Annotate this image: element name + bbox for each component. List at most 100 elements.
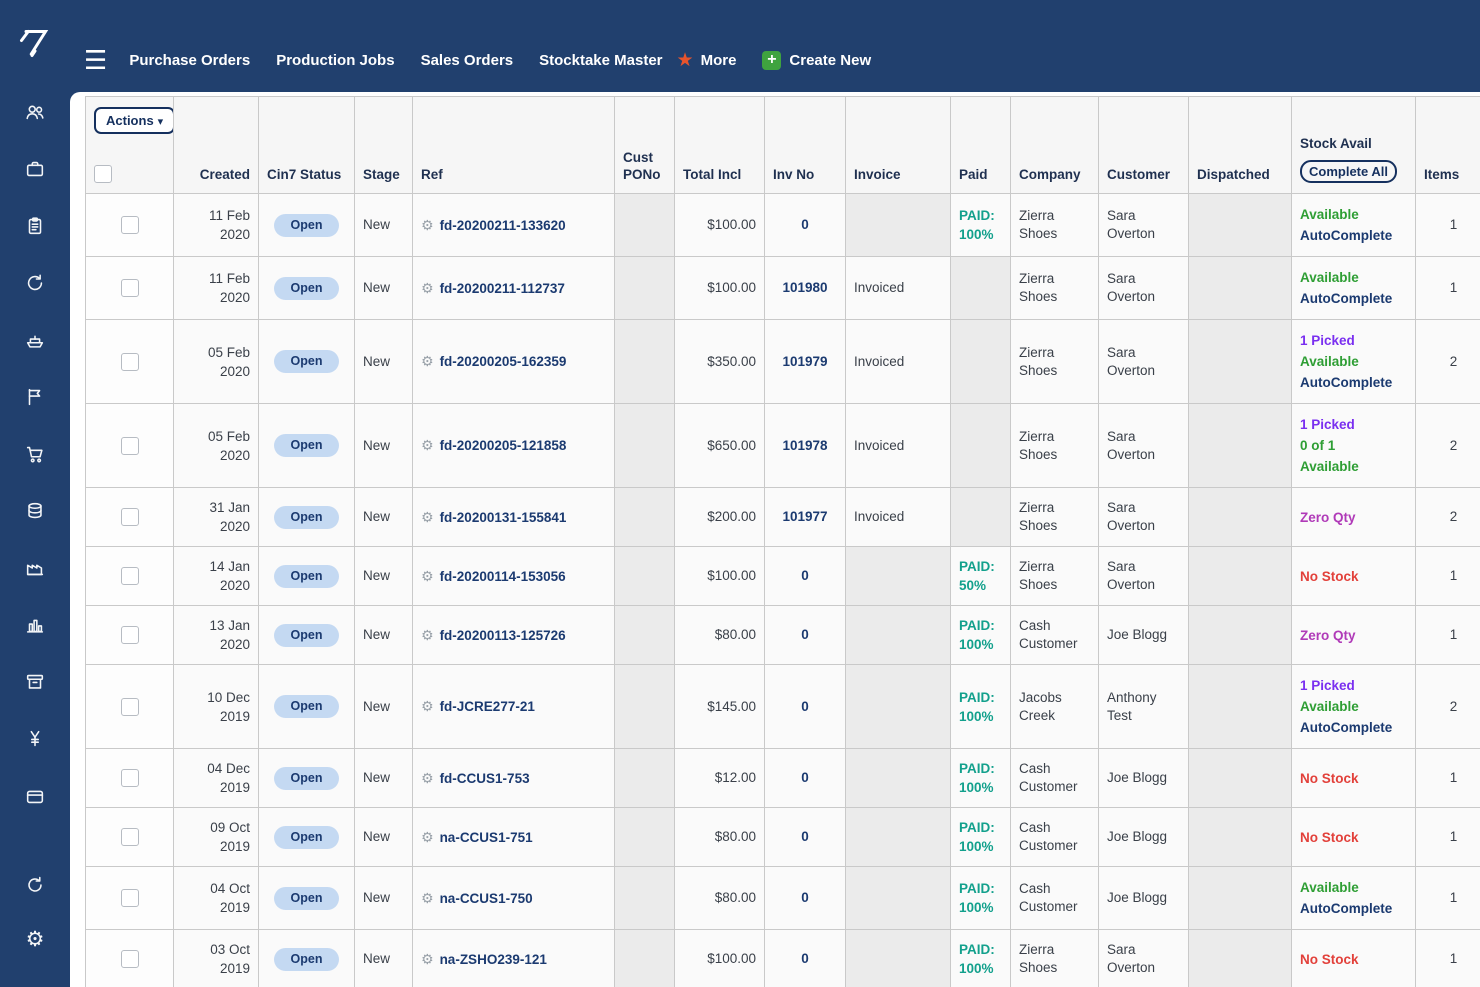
cycle-icon[interactable] (23, 271, 47, 295)
flag-icon[interactable] (23, 385, 47, 409)
ref-link[interactable]: fd-20200205-121858 (439, 438, 567, 453)
row-checkbox[interactable] (120, 889, 139, 908)
ship-icon[interactable] (23, 328, 47, 352)
status-pill[interactable]: Open (273, 886, 340, 910)
row-gear-icon[interactable]: ⚙ (421, 769, 434, 786)
row-gear-icon[interactable]: ⚙ (421, 889, 434, 906)
row-gear-icon[interactable]: ⚙ (421, 698, 434, 714)
col-header-ref[interactable]: Ref (412, 96, 615, 194)
row-checkbox[interactable] (120, 279, 139, 298)
ref-link[interactable]: fd-JCRE277-21 (439, 699, 535, 714)
stage-cell: New (354, 193, 413, 257)
table-row: 11 Feb 2020 Open New ⚙ fd-20200211-133620 $100… (85, 193, 1480, 257)
invoice-cell (845, 664, 951, 749)
col-header-stage[interactable]: Stage (354, 96, 413, 194)
col-header-total-incl[interactable]: Total Incl (674, 96, 765, 194)
stock-avail-cell: 1 Picked Available AutoComplete (1291, 319, 1416, 404)
nav-purchase-orders[interactable]: Purchase Orders (129, 51, 251, 69)
archive-box-icon[interactable] (23, 670, 47, 694)
status-pill[interactable]: Open (273, 695, 340, 718)
status-pill[interactable]: Open (273, 213, 340, 237)
row-gear-icon[interactable]: ⚙ (421, 508, 434, 525)
status-pill[interactable]: Open (273, 434, 340, 457)
stock-status-nostock: No Stock (1300, 951, 1359, 967)
row-checkbox[interactable] (120, 567, 139, 586)
select-all-checkbox[interactable] (94, 165, 112, 183)
create-new-button[interactable]: + Create New (762, 50, 871, 70)
col-header-invoice[interactable]: Invoice (845, 96, 951, 194)
col-header-company[interactable]: Company (1010, 96, 1099, 194)
status-pill[interactable]: Open (273, 505, 340, 529)
row-checkbox[interactable] (120, 950, 139, 969)
ref-link[interactable]: fd-20200131-155841 (439, 509, 567, 525)
status-pill[interactable]: Open (273, 276, 340, 300)
row-gear-icon[interactable]: ⚙ (421, 828, 434, 845)
row-gear-icon[interactable]: ⚙ (421, 950, 434, 967)
row-select-cell (85, 256, 174, 320)
ref-link[interactable]: na-CCUS1-751 (439, 829, 533, 845)
status-pill[interactable]: Open (273, 825, 340, 849)
col-header-cin7-status[interactable]: Cin7 Status (258, 96, 355, 194)
row-gear-icon[interactable]: ⚙ (421, 626, 434, 643)
stock-status-available: Available (1300, 699, 1359, 714)
row-gear-icon[interactable]: ⚙ (421, 279, 434, 296)
status-pill[interactable]: Open (273, 623, 340, 647)
ref-link[interactable]: fd-20200211-133620 (439, 217, 566, 233)
ref-link[interactable]: na-ZSHO239-121 (439, 951, 547, 967)
row-checkbox[interactable] (120, 436, 139, 455)
briefcase-icon[interactable] (23, 157, 47, 181)
col-header-dispatched[interactable]: Dispatched (1188, 96, 1292, 194)
settings-icon[interactable]: ⚙ (25, 927, 45, 951)
col-header-paid[interactable]: Paid (950, 96, 1011, 194)
status-pill[interactable]: Open (273, 766, 340, 790)
actions-button[interactable]: Actions ▾ (94, 107, 173, 134)
clipboard-icon[interactable] (23, 214, 47, 238)
status-cell: Open (258, 866, 355, 930)
col-header-created[interactable]: Created (173, 96, 259, 194)
status-pill[interactable]: Open (273, 564, 340, 588)
users-icon[interactable] (23, 100, 47, 124)
inv-no-value: 0 (801, 698, 809, 714)
row-checkbox[interactable] (120, 769, 139, 788)
ref-link[interactable]: na-CCUS1-750 (439, 890, 533, 906)
col-header-inv-no[interactable]: Inv No (764, 96, 846, 194)
cart-icon[interactable] (23, 442, 47, 466)
currency-icon[interactable] (23, 727, 47, 751)
row-checkbox[interactable] (120, 697, 139, 716)
credit-card-icon[interactable] (23, 784, 47, 808)
status-pill[interactable]: Open (273, 350, 340, 373)
col-header-customer[interactable]: Customer (1098, 96, 1189, 194)
refresh-icon[interactable] (23, 873, 47, 897)
customer-cell: Sara Overton (1098, 193, 1189, 257)
ref-link[interactable]: fd-CCUS1-753 (439, 770, 530, 786)
nav-production-jobs[interactable]: Production Jobs (276, 51, 395, 69)
row-gear-icon[interactable]: ⚙ (421, 353, 434, 369)
ref-link[interactable]: fd-20200211-112737 (439, 280, 565, 296)
row-select-cell (85, 748, 174, 808)
col-header-items[interactable]: Items (1415, 96, 1480, 194)
status-pill[interactable]: Open (273, 947, 340, 971)
factory-icon[interactable] (23, 556, 47, 580)
row-checkbox[interactable] (120, 508, 139, 527)
bar-chart-icon[interactable] (23, 613, 47, 637)
row-checkbox[interactable] (120, 352, 139, 371)
col-header-cust-pono[interactable]: Cust PONo (614, 96, 675, 194)
row-checkbox[interactable] (120, 216, 139, 235)
nav-sales-orders[interactable]: Sales Orders (420, 51, 514, 69)
col-header-stock-avail: Stock Avail Complete All (1291, 96, 1416, 194)
row-gear-icon[interactable]: ⚙ (421, 567, 434, 584)
ref-link[interactable]: fd-20200114-153056 (439, 568, 566, 584)
hamburger-menu-icon[interactable]: ☰ (84, 45, 108, 75)
complete-all-button[interactable]: Complete All (1300, 160, 1397, 183)
ref-link[interactable]: fd-20200205-162359 (439, 354, 567, 369)
database-icon[interactable] (23, 499, 47, 523)
ref-link[interactable]: fd-20200113-125726 (439, 627, 566, 643)
row-gear-icon[interactable]: ⚙ (421, 437, 434, 453)
row-gear-icon[interactable]: ⚙ (421, 216, 434, 233)
nav-more[interactable]: ★ More (677, 51, 737, 70)
cin7-logo[interactable] (17, 12, 53, 72)
created-cell: 03 Oct 2019 (173, 929, 259, 987)
nav-stocktake-master[interactable]: Stocktake Master (539, 51, 663, 69)
row-checkbox[interactable] (120, 828, 139, 847)
row-checkbox[interactable] (120, 626, 139, 645)
